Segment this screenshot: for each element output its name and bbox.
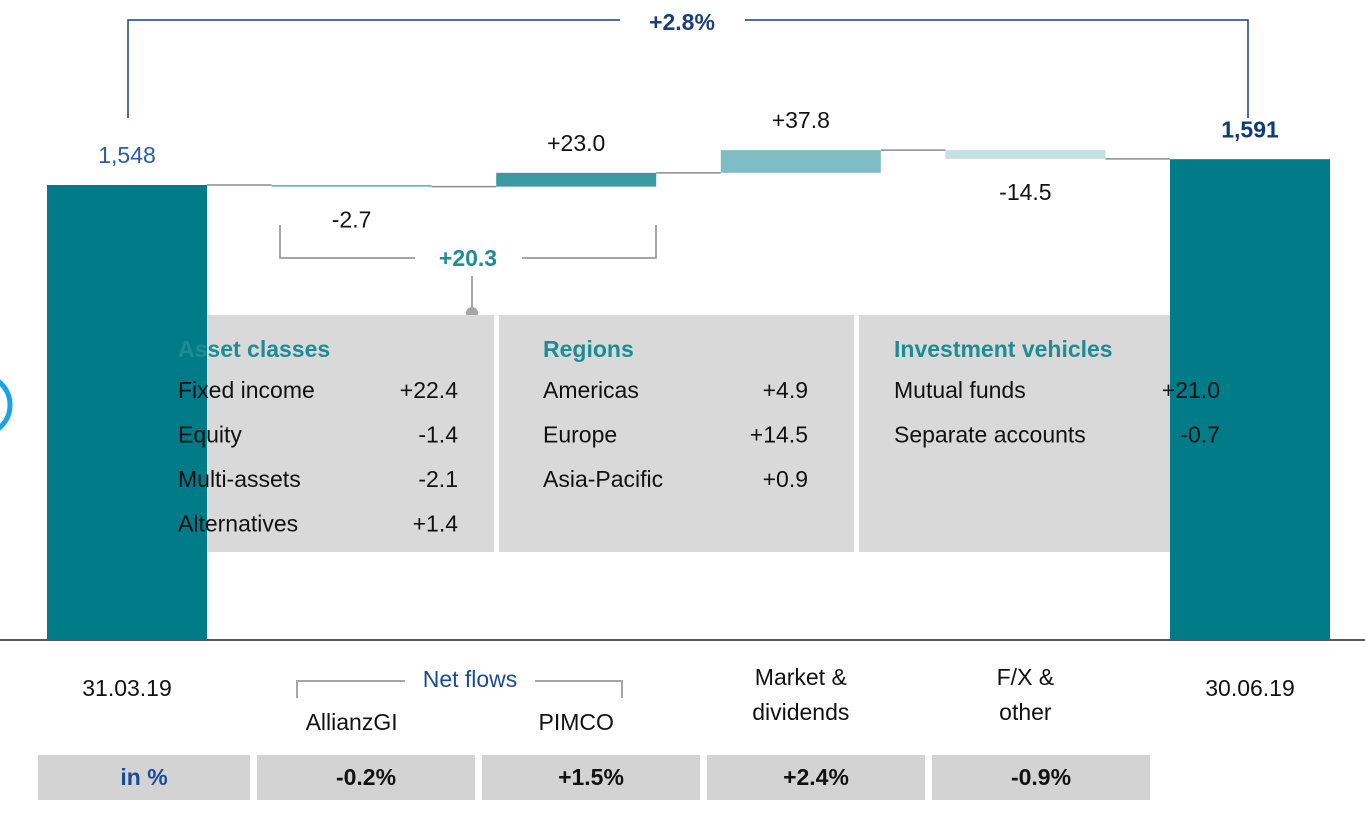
- row-value: -2.1: [418, 466, 458, 492]
- percent-value: -0.9%: [1011, 764, 1071, 790]
- total-change: +2.8%: [649, 9, 715, 35]
- row-value: -0.7: [1180, 422, 1220, 448]
- divider: [494, 315, 499, 552]
- bar: [720, 150, 881, 173]
- category-label: Market & dividends: [752, 664, 850, 725]
- panel-title: Asset classes: [178, 336, 330, 362]
- percent-cell: [482, 755, 700, 800]
- row-name: Separate accounts: [894, 422, 1086, 448]
- row-value: -1.4: [418, 422, 458, 448]
- row-value: +14.5: [750, 422, 808, 448]
- percent-cell: [257, 755, 475, 800]
- category-label: 30.06.19: [1205, 675, 1295, 701]
- breakdown-box: [147, 315, 1242, 552]
- bar: [945, 150, 1106, 159]
- percent-cell: [707, 755, 925, 800]
- value-label: +23.0: [547, 130, 605, 156]
- total-bracket: [127, 19, 620, 118]
- row-name: Americas: [543, 377, 639, 403]
- decor-circle: [0, 379, 13, 431]
- value-label: 1,591: [1221, 116, 1279, 142]
- percent-value: -0.2%: [336, 764, 396, 790]
- row-name: Asia-Pacific: [543, 466, 663, 492]
- category-label: AllianzGI: [305, 709, 398, 735]
- value-label: -2.7: [332, 207, 372, 233]
- bar: [1170, 159, 1330, 640]
- percent-cell: [38, 755, 250, 800]
- percent-label: in %: [120, 764, 167, 790]
- netflow-sum: +20.3: [439, 245, 497, 271]
- bar: [47, 185, 207, 640]
- group-bracket: [296, 680, 405, 698]
- row-name: Multi-assets: [178, 466, 301, 492]
- bar: [271, 185, 432, 187]
- divider: [854, 315, 859, 552]
- row-name: Fixed income: [178, 377, 315, 403]
- row-value: +0.9: [763, 466, 808, 492]
- row-value: +1.4: [413, 511, 459, 537]
- category-label: F/X & other: [996, 664, 1055, 725]
- row-name: Equity: [178, 422, 242, 448]
- row-value: +22.4: [400, 377, 458, 403]
- group-label: Net flows: [423, 666, 518, 692]
- category-label: 31.03.19: [82, 675, 172, 701]
- row-name: Mutual funds: [894, 377, 1026, 403]
- netflow-bracket: [279, 225, 415, 259]
- percent-cell: [932, 755, 1150, 800]
- row-name: Alternatives: [178, 511, 298, 537]
- percent-value: +2.4%: [783, 764, 849, 790]
- group-bracket: [535, 680, 623, 698]
- value-label: -14.5: [999, 179, 1051, 205]
- panel-title: Investment vehicles: [894, 336, 1113, 362]
- netflow-bracket: [522, 225, 657, 259]
- row-name: Europe: [543, 422, 617, 448]
- panel-title: Regions: [543, 336, 634, 362]
- total-bracket: [745, 19, 1249, 118]
- row-value: +21.0: [1162, 377, 1220, 403]
- row-value: +4.9: [763, 377, 808, 403]
- value-label: +37.8: [772, 107, 830, 133]
- value-label: 1,548: [98, 142, 156, 168]
- category-label: PIMCO: [538, 709, 614, 735]
- percent-value: +1.5%: [558, 764, 624, 790]
- bar: [496, 172, 657, 187]
